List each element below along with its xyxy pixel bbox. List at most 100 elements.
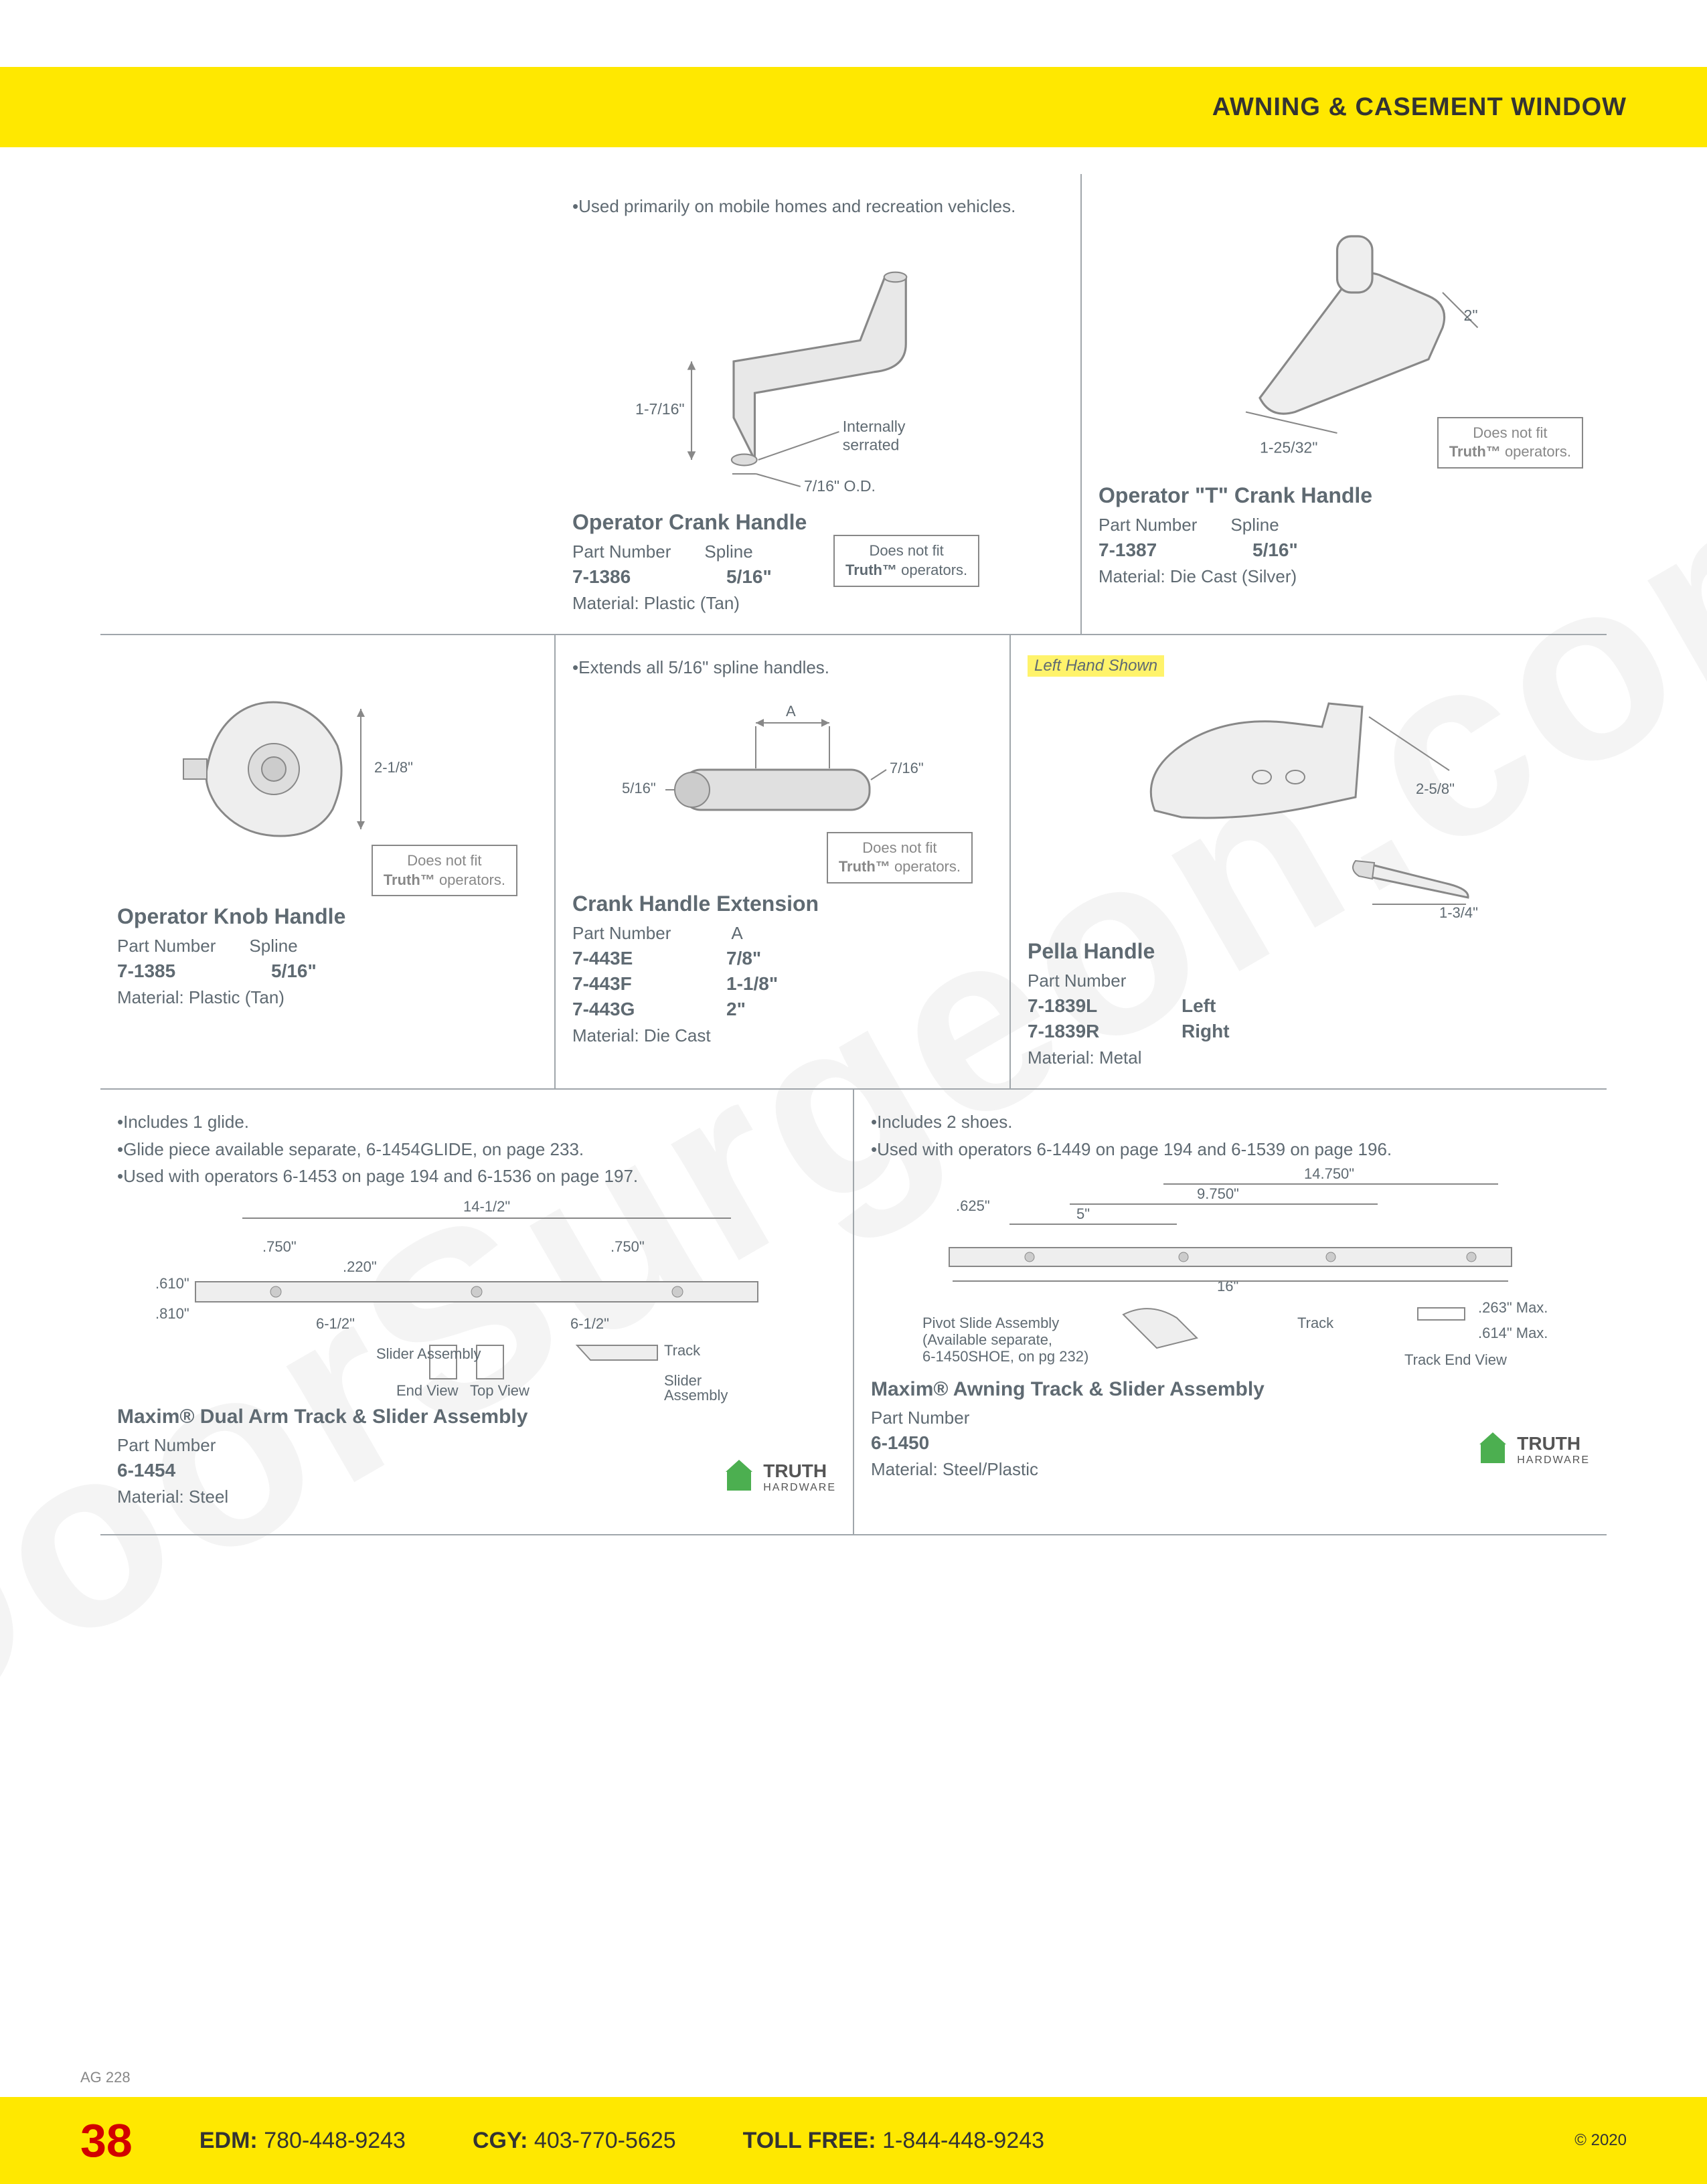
product-title: Maxim® Awning Track & Slider Assembly: [871, 1378, 1265, 1401]
dim-serrated: Internally: [843, 418, 906, 435]
note-truth: Does not fitTruth™ operators.: [833, 535, 979, 586]
spline: 5/16": [1252, 539, 1333, 561]
truth-house-icon: [727, 1462, 756, 1492]
product-title: Pella Handle: [1028, 939, 1590, 964]
bullet: •Used with operators 6-1453 on page 194 …: [117, 1164, 836, 1188]
brand-sub: HARDWARE: [763, 1482, 836, 1494]
bullet: •Includes 1 glide.: [117, 1110, 836, 1134]
product-title: Operator Crank Handle: [572, 510, 1064, 535]
bullet-text: Used with operators 6-1453 on page 194 a…: [123, 1166, 638, 1186]
material: Material: Plastic (Tan): [117, 987, 538, 1008]
material-val: Plastic (Tan): [189, 987, 284, 1007]
material-val: Die Cast: [644, 1025, 711, 1045]
svg-text:.750": .750": [262, 1238, 297, 1255]
dim-h: 1-7/16": [635, 400, 685, 418]
svg-text:14.750": 14.750": [1304, 1165, 1354, 1182]
footer-edm: EDM: 780-448-9243: [199, 2128, 406, 2154]
part-num: 7-1839L: [1028, 995, 1148, 1017]
toll-label: TOLL FREE:: [743, 2128, 876, 2153]
spline: 5/16": [726, 566, 807, 588]
footer-bar: 38 EDM: 780-448-9243 CGY: 403-770-5625 T…: [0, 2097, 1707, 2184]
spec-table: Part Number 6-1454: [117, 1435, 527, 1481]
product-crank-extension: •Extends all 5/16" spline handles. A 5/1…: [556, 635, 1011, 1088]
svg-text:Track: Track: [664, 1342, 701, 1359]
dim-a: A: [786, 703, 796, 720]
diagram-t-crank: 1-25/32" 2" Does not fitTruth™ operators…: [1099, 194, 1590, 475]
col-h: Part Number: [1028, 971, 1126, 991]
bullet-text: Used primarily on mobile homes and recre…: [578, 196, 1015, 216]
diagram-crank-handle: 1-7/16" Internally serrated 7/16" O.D.: [572, 221, 1064, 502]
svg-text:Track: Track: [1297, 1315, 1334, 1331]
spec-table: Part NumberSpline 7-13875/16": [1099, 515, 1590, 561]
part-num: 6-1450: [871, 1432, 991, 1454]
dim-serrated2: serrated: [843, 436, 900, 454]
bullet: •Extends all 5/16" spline handles.: [572, 655, 993, 679]
col-h: Spline: [249, 936, 297, 956]
svg-text:.625": .625": [956, 1197, 990, 1214]
spec-table: Part Number 7-1839LLeft 7-1839RRight: [1028, 971, 1590, 1042]
edm-label: EDM:: [199, 2128, 258, 2153]
brand-name: TRUTH: [763, 1460, 827, 1481]
col-h: Spline: [704, 541, 752, 562]
row-3: •Includes 1 glide. •Glide piece availabl…: [100, 1090, 1607, 1535]
col-h: Part Number: [117, 936, 216, 956]
product-maxim-awning: •Includes 2 shoes. •Used with operators …: [854, 1090, 1607, 1533]
dim-screw: 1-3/4": [1439, 904, 1478, 921]
col-h: Part Number: [871, 1408, 969, 1428]
svg-text:(Available separate,: (Available separate,: [922, 1331, 1052, 1348]
left-hand-label: Left Hand Shown: [1028, 655, 1164, 677]
product-pella-handle: Left Hand Shown 2-5/8" 1-3/4" Pella Hand…: [1011, 635, 1607, 1088]
svg-text:.810": .810": [155, 1305, 189, 1322]
bullet-text: Includes 2 shoes.: [877, 1112, 1012, 1132]
col-h: Part Number: [117, 1435, 216, 1456]
svg-text:.610": .610": [155, 1275, 189, 1292]
brand-name: TRUTH: [1517, 1433, 1580, 1454]
header-title: AWNING & CASEMENT WINDOW: [1212, 93, 1627, 122]
part-num: 6-1454: [117, 1460, 238, 1481]
header-bar: AWNING & CASEMENT WINDOW: [0, 67, 1707, 147]
ag-label: AG 228: [80, 2069, 131, 2086]
spline: 5/16": [271, 960, 351, 982]
part-num: 7-443E: [572, 948, 693, 969]
material-val: Plastic (Tan): [644, 593, 740, 613]
row-1: •Used primarily on mobile homes and recr…: [100, 174, 1607, 635]
bullet-text: Used with operators 6-1449 on page 194 a…: [877, 1139, 1392, 1159]
brand-sub: HARDWARE: [1517, 1454, 1590, 1466]
svg-text:9.750": 9.750": [1197, 1185, 1239, 1202]
page-number: 38: [80, 2114, 133, 2167]
spec-table: Part Number 6-1450: [871, 1408, 1265, 1454]
truth-house-icon: [1481, 1435, 1510, 1464]
svg-text:5": 5": [1076, 1205, 1090, 1222]
svg-text:6-1/2": 6-1/2": [570, 1315, 609, 1332]
catalog-content: •Used primarily on mobile homes and recr…: [100, 174, 1607, 1535]
material: Material: Die Cast (Silver): [1099, 566, 1590, 587]
bullet: •Includes 2 shoes.: [871, 1110, 1590, 1134]
product-operator-crank-handle: •Used primarily on mobile homes and recr…: [556, 174, 1082, 634]
svg-text:Assembly: Assembly: [664, 1387, 728, 1404]
material: Material: Plastic (Tan): [572, 593, 807, 614]
bullet-text: Extends all 5/16" spline handles.: [578, 657, 829, 677]
dim-w: 1-25/32": [1260, 438, 1317, 456]
svg-text:16": 16": [1217, 1278, 1238, 1294]
val: Left: [1182, 995, 1262, 1017]
copyright: © 2020: [1574, 2131, 1627, 2150]
bullet-text: Glide piece available separate, 6-1454GL…: [123, 1139, 584, 1159]
part-num: 7-1839R: [1028, 1021, 1148, 1042]
spec-table: Part NumberSpline 7-13865/16" Material: …: [572, 541, 807, 614]
col-h: Spline: [1230, 515, 1279, 535]
dim-w: 2-5/8": [1416, 780, 1455, 797]
val: 1-1/8": [726, 973, 807, 995]
svg-text:6-1450SHOE, on pg 232): 6-1450SHOE, on pg 232): [922, 1348, 1088, 1365]
dim-od: 7/16" O.D.: [804, 478, 876, 495]
val: 7/8": [726, 948, 807, 969]
part-num: 7-1387: [1099, 539, 1219, 561]
svg-text:End View: End View: [396, 1382, 459, 1399]
spec-table: Part Number Spline 7-1385 5/16": [117, 936, 538, 982]
dim-d: 2-1/8": [374, 759, 413, 776]
diagram-dual-arm-track: 14-1/2" .750".220".750" .610".810" 6-1/2…: [117, 1191, 836, 1406]
material: Material: Steel: [117, 1487, 527, 1507]
product-title: Maxim® Dual Arm Track & Slider Assembly: [117, 1406, 527, 1428]
material: Material: Die Cast: [572, 1025, 993, 1046]
product-knob-handle: 2-1/8" Does not fitTruth™ operators. Ope…: [100, 635, 556, 1088]
part-num: 7-1385: [117, 960, 238, 982]
